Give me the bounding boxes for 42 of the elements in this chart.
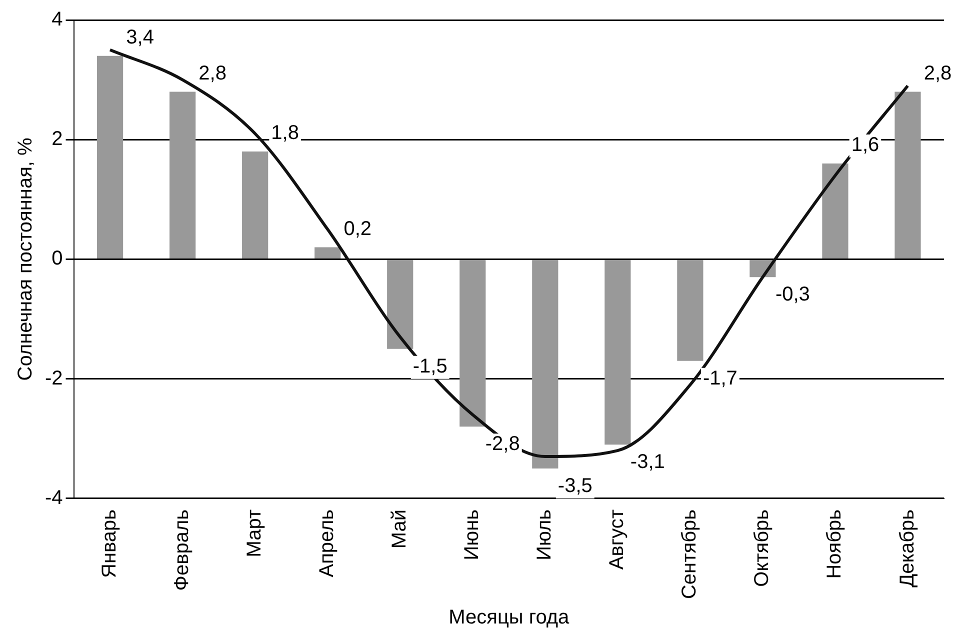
- y-axis-title: Солнечная постоянная, %: [14, 137, 37, 381]
- bar: [387, 260, 414, 349]
- bar: [314, 247, 341, 258]
- x-tick-label: Декабрь: [896, 509, 918, 588]
- x-tick-label: Сентябрь: [678, 509, 701, 600]
- bar: [822, 164, 848, 258]
- y-tick-label: -2: [44, 367, 63, 390]
- data-label: -2,8: [485, 433, 520, 456]
- y-tick-label: -4: [44, 486, 63, 509]
- x-tick-label: Февраль: [171, 509, 194, 591]
- data-label: 1,8: [271, 122, 299, 144]
- x-axis-title: Месяцы года: [448, 606, 570, 629]
- y-tick-label: 2: [52, 128, 63, 150]
- data-label: -3,5: [558, 475, 592, 498]
- data-label: 2,8: [198, 62, 226, 84]
- y-tick-label: 4: [52, 8, 63, 31]
- bar: [242, 152, 268, 258]
- data-label: -1,7: [702, 367, 738, 390]
- bar: [677, 260, 704, 361]
- y-tick-label: 0: [52, 248, 63, 270]
- x-tick-label: Ноябрь: [824, 509, 846, 579]
- x-tick-label: Октябрь: [751, 509, 774, 587]
- data-label: -3,1: [630, 451, 665, 474]
- bar: [460, 260, 486, 427]
- x-tick-label: Июль: [534, 509, 556, 560]
- data-label: 3,4: [126, 26, 154, 48]
- bar: [894, 92, 921, 258]
- data-label: 0,2: [344, 218, 372, 240]
- bar: [96, 56, 124, 258]
- bar: [170, 92, 196, 258]
- data-label: -0,3: [775, 284, 810, 306]
- x-tick-label: Август: [606, 509, 628, 570]
- x-tick-label: Апрель: [316, 509, 338, 578]
- x-tick-label: Март: [244, 509, 266, 558]
- x-tick-label: Январь: [98, 509, 121, 578]
- data-label: 1,6: [851, 134, 880, 156]
- data-label: -1,5: [412, 355, 448, 378]
- x-tick-label: Май: [388, 509, 411, 549]
- bar: [604, 260, 631, 445]
- data-label: 2,8: [924, 62, 952, 84]
- bar: [532, 260, 558, 468]
- x-tick-label: Июнь: [461, 509, 484, 560]
